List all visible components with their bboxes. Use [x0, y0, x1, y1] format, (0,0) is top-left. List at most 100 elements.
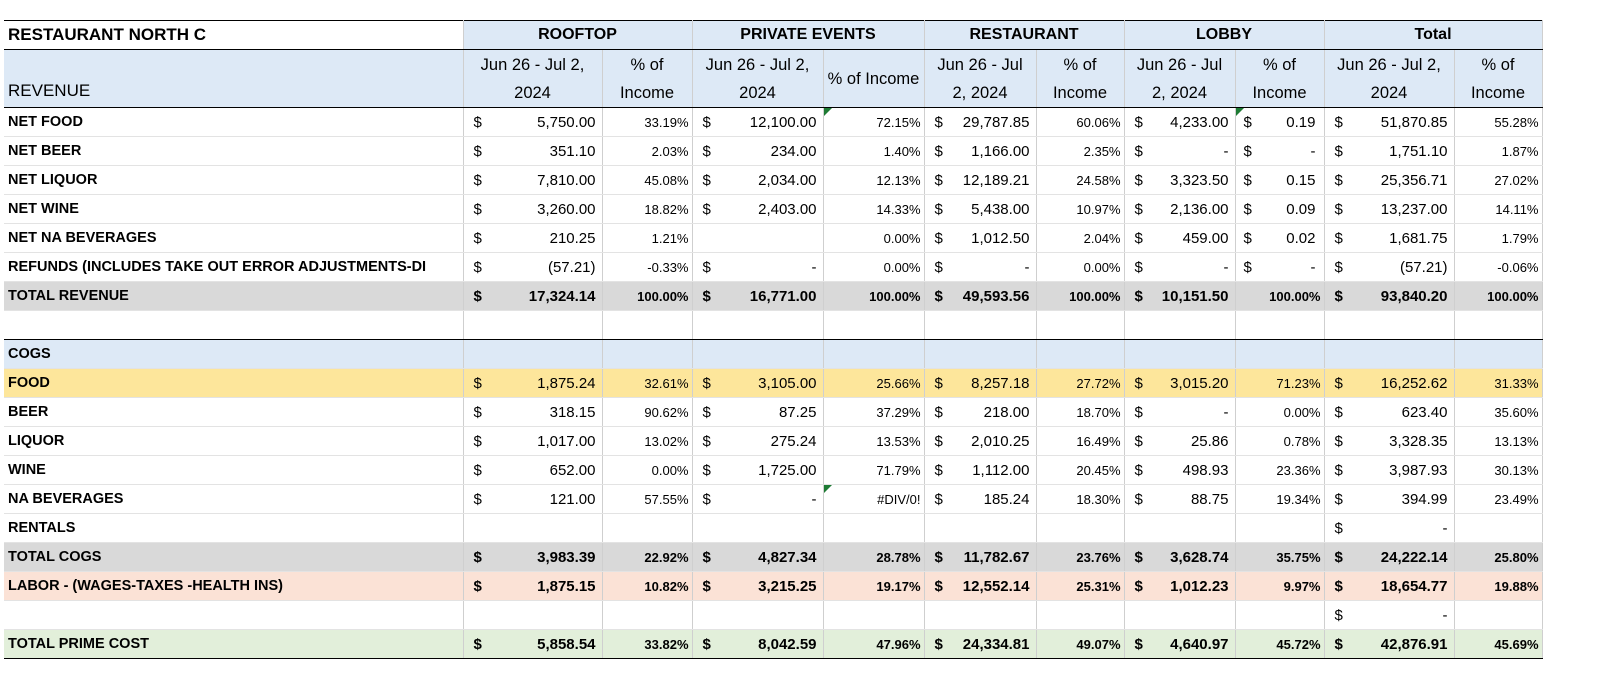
revenue-label[interactable]: REVENUE — [4, 49, 464, 108]
pct-cell[interactable]: 2.03% — [602, 136, 693, 166]
section-header-lobby[interactable]: LOBBY — [1123, 20, 1325, 50]
section-header-total[interactable]: Total — [1323, 20, 1543, 50]
row-label[interactable]: LIQUOR — [4, 426, 464, 456]
empty-cell[interactable] — [823, 310, 925, 340]
pct-cell[interactable]: 55.28% — [1454, 107, 1543, 137]
value-cell[interactable]: $623.40 — [1323, 397, 1455, 427]
empty-cell[interactable] — [1235, 310, 1325, 340]
pct-cell[interactable]: 20.45% — [1036, 455, 1125, 485]
pct-cell[interactable]: 18.82% — [602, 194, 693, 224]
pct-cell[interactable]: #DIV/0! — [823, 484, 925, 514]
value-cell[interactable]: $5,750.00 — [462, 107, 603, 137]
value-cell[interactable]: $1,751.10 — [1323, 136, 1455, 166]
value-cell[interactable] — [1123, 513, 1236, 543]
value-cell[interactable]: $275.24 — [691, 426, 824, 456]
pct-cell[interactable]: $0.19 — [1235, 107, 1325, 137]
value-cell[interactable]: $49,593.56 — [923, 281, 1037, 311]
value-cell[interactable] — [691, 223, 824, 253]
row-label[interactable]: NET BEER — [4, 136, 464, 166]
row-label[interactable]: FOOD — [4, 368, 464, 398]
value-cell[interactable]: $29,787.85 — [923, 107, 1037, 137]
pct-cell[interactable]: 45.72% — [1235, 629, 1325, 659]
value-cell[interactable] — [691, 600, 824, 630]
pct-cell[interactable]: 25.80% — [1454, 542, 1543, 572]
section-header-restaurant[interactable]: RESTAURANT — [923, 20, 1125, 50]
value-cell[interactable]: $8,042.59 — [691, 629, 824, 659]
empty-cell[interactable] — [4, 310, 464, 340]
period-header[interactable]: Jun 26 - Jul 2, 2024 — [1123, 49, 1236, 108]
pct-cell[interactable]: 14.33% — [823, 194, 925, 224]
pct-cell[interactable]: 32.61% — [602, 368, 693, 398]
value-cell[interactable]: $16,771.00 — [691, 281, 824, 311]
period-header[interactable]: Jun 26 - Jul 2, 2024 — [462, 49, 603, 108]
row-label[interactable]: NET LIQUOR — [4, 165, 464, 195]
value-cell[interactable]: $25.86 — [1123, 426, 1236, 456]
value-cell[interactable]: $5,858.54 — [462, 629, 603, 659]
value-cell[interactable]: $25,356.71 — [1323, 165, 1455, 195]
row-label[interactable]: NET FOOD — [4, 107, 464, 137]
pct-cell[interactable]: 14.11% — [1454, 194, 1543, 224]
pct-cell[interactable]: 31.33% — [1454, 368, 1543, 398]
pct-cell[interactable]: 72.15% — [823, 107, 925, 137]
pct-cell[interactable]: 1.79% — [1454, 223, 1543, 253]
pct-cell[interactable]: 71.23% — [1235, 368, 1325, 398]
value-cell[interactable]: $8,257.18 — [923, 368, 1037, 398]
value-cell[interactable]: $12,189.21 — [923, 165, 1037, 195]
value-cell[interactable] — [1123, 600, 1236, 630]
pct-cell[interactable]: 10.97% — [1036, 194, 1125, 224]
pct-cell[interactable]: 100.00% — [823, 281, 925, 311]
empty-cell[interactable] — [691, 310, 824, 340]
pct-cell[interactable]: 100.00% — [1036, 281, 1125, 311]
row-label[interactable]: BEER — [4, 397, 464, 427]
pct-cell[interactable]: 19.88% — [1454, 571, 1543, 601]
value-cell[interactable]: $4,233.00 — [1123, 107, 1236, 137]
empty-cell[interactable] — [923, 310, 1037, 340]
value-cell[interactable] — [462, 513, 603, 543]
value-cell[interactable]: $1,725.00 — [691, 455, 824, 485]
pct-cell[interactable]: 23.49% — [1454, 484, 1543, 514]
value-cell[interactable]: $1,166.00 — [923, 136, 1037, 166]
pct-cell[interactable]: 1.40% — [823, 136, 925, 166]
pct-cell[interactable] — [1036, 600, 1125, 630]
pct-cell[interactable]: 57.55% — [602, 484, 693, 514]
row-label[interactable]: WINE — [4, 455, 464, 485]
period-header[interactable]: Jun 26 - Jul 2, 2024 — [691, 49, 824, 108]
empty-cell[interactable] — [462, 310, 603, 340]
value-cell[interactable]: $498.93 — [1123, 455, 1236, 485]
value-cell[interactable]: $1,875.15 — [462, 571, 603, 601]
value-cell[interactable]: $24,334.81 — [923, 629, 1037, 659]
pct-cell[interactable]: 23.76% — [1036, 542, 1125, 572]
row-label[interactable]: RENTALS — [4, 513, 464, 543]
pct-cell[interactable]: 0.00% — [823, 223, 925, 253]
value-cell[interactable]: $1,681.75 — [1323, 223, 1455, 253]
value-cell[interactable]: $652.00 — [462, 455, 603, 485]
empty-cell[interactable] — [692, 339, 824, 369]
pct-cell[interactable]: 0.00% — [823, 252, 925, 282]
value-cell[interactable]: $51,870.85 — [1323, 107, 1455, 137]
pct-cell[interactable]: 24.58% — [1036, 165, 1125, 195]
value-cell[interactable]: $3,015.20 — [1123, 368, 1236, 398]
pct-cell[interactable]: 0.00% — [602, 455, 693, 485]
pct-cell[interactable]: 25.31% — [1036, 571, 1125, 601]
value-cell[interactable]: $3,105.00 — [691, 368, 824, 398]
pct-cell[interactable]: 35.75% — [1235, 542, 1325, 572]
pct-cell[interactable]: 45.08% — [602, 165, 693, 195]
pct-cell[interactable] — [1454, 600, 1543, 630]
pct-cell[interactable] — [602, 600, 693, 630]
pct-cell[interactable]: 33.19% — [602, 107, 693, 137]
value-cell[interactable]: $2,403.00 — [691, 194, 824, 224]
empty-cell[interactable] — [1123, 310, 1236, 340]
pct-cell[interactable]: 90.62% — [602, 397, 693, 427]
value-cell[interactable]: $17,324.14 — [462, 281, 603, 311]
value-cell[interactable]: $318.15 — [462, 397, 603, 427]
pct-cell[interactable]: 45.69% — [1454, 629, 1543, 659]
value-cell[interactable]: $7,810.00 — [462, 165, 603, 195]
row-label[interactable]: TOTAL COGS — [4, 542, 464, 572]
value-cell[interactable]: $87.25 — [691, 397, 824, 427]
pct-cell[interactable]: -0.06% — [1454, 252, 1543, 282]
section-header-rooftop[interactable]: ROOFTOP — [462, 20, 693, 50]
pct-cell[interactable]: 13.02% — [602, 426, 693, 456]
row-label[interactable]: TOTAL REVENUE — [4, 281, 464, 311]
value-cell[interactable]: $5,438.00 — [923, 194, 1037, 224]
value-cell[interactable]: $185.24 — [923, 484, 1037, 514]
